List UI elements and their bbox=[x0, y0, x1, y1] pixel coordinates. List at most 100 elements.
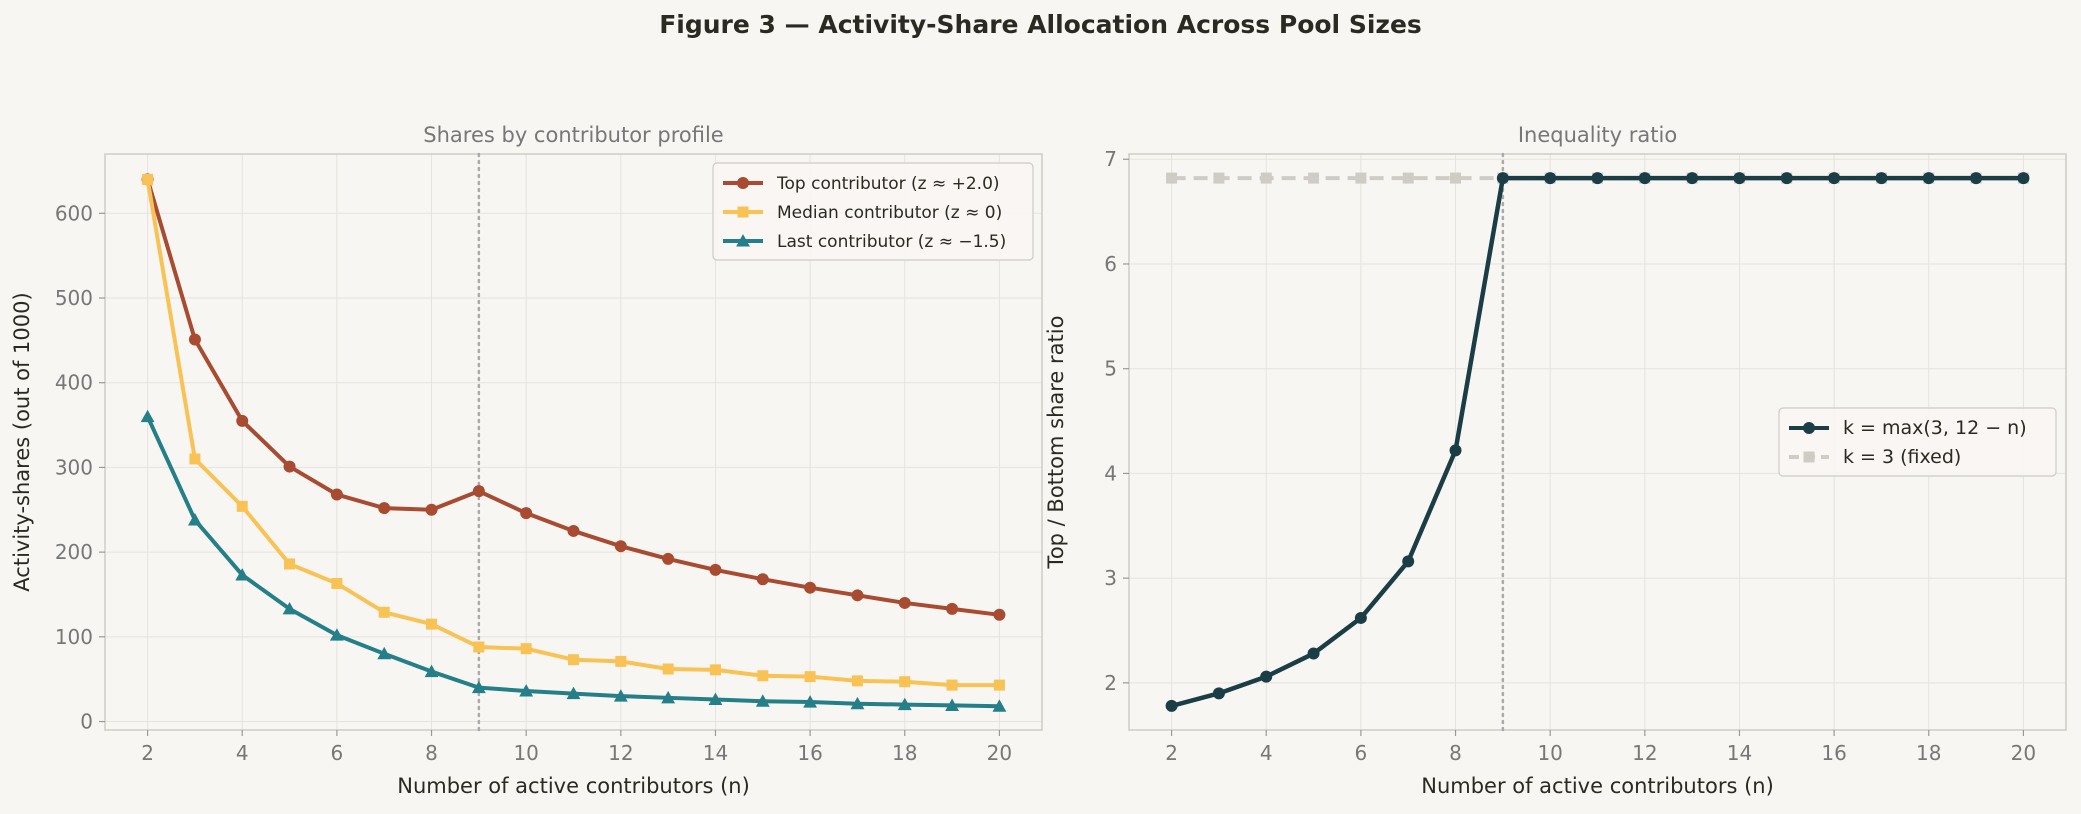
x-tick-label: 4 bbox=[236, 741, 249, 765]
data-point-2 bbox=[378, 606, 390, 618]
y-tick-label: 500 bbox=[55, 286, 93, 310]
data-point-3 bbox=[329, 628, 344, 641]
x-tick-label: 6 bbox=[331, 741, 344, 765]
y-tick-label: 0 bbox=[80, 710, 93, 734]
panel-title: Shares by contributor profile bbox=[423, 123, 723, 147]
data-point-2 bbox=[1450, 172, 1462, 184]
data-point-2 bbox=[851, 675, 863, 687]
data-point-1 bbox=[804, 581, 817, 594]
data-point-1 bbox=[1165, 699, 1178, 712]
data-point-2 bbox=[568, 654, 579, 666]
legend-swatch-marker bbox=[737, 177, 749, 189]
y-tick-label: 100 bbox=[55, 625, 93, 649]
data-point-1 bbox=[378, 502, 391, 515]
legend-label: Last contributor (z ≈ −1.5) bbox=[777, 232, 1006, 252]
data-point-3 bbox=[613, 689, 628, 702]
data-point-1 bbox=[1638, 172, 1651, 185]
data-point-1 bbox=[662, 552, 675, 565]
y-tick-label: 3 bbox=[1104, 566, 1117, 590]
x-tick-label: 20 bbox=[987, 741, 1012, 765]
x-tick-label: 14 bbox=[703, 741, 728, 765]
panel-title: Inequality ratio bbox=[1518, 123, 1677, 147]
y-tick-label: 600 bbox=[55, 201, 93, 225]
x-tick-label: 16 bbox=[1821, 741, 1846, 765]
y-tick-label: 5 bbox=[1104, 357, 1117, 381]
data-point-3 bbox=[661, 690, 676, 704]
data-point-2 bbox=[142, 173, 154, 185]
y-tick-label: 7 bbox=[1104, 147, 1117, 171]
series-2 bbox=[142, 173, 1005, 691]
y-tick-label: 4 bbox=[1104, 461, 1117, 485]
y-axis-label: Top / Bottom share ratio bbox=[1044, 316, 1068, 570]
series-1 bbox=[141, 173, 1006, 621]
legend-swatch-marker bbox=[737, 206, 749, 218]
legend-label: k = max(3, 12 − n) bbox=[1843, 417, 2027, 439]
data-point-3 bbox=[755, 694, 770, 707]
data-point-3 bbox=[519, 684, 534, 697]
data-point-3 bbox=[424, 664, 439, 678]
data-point-3 bbox=[235, 568, 250, 581]
data-point-1 bbox=[946, 602, 959, 615]
legend-box bbox=[1778, 407, 2057, 477]
y-tick-label: 300 bbox=[55, 455, 93, 479]
data-point-3 bbox=[188, 513, 202, 526]
data-point-2 bbox=[615, 655, 627, 667]
legend-label: k = 3 (fixed) bbox=[1843, 446, 1961, 468]
plot-frame bbox=[104, 153, 1043, 731]
data-point-1 bbox=[520, 507, 533, 520]
data-point-3 bbox=[377, 646, 392, 660]
data-point-1 bbox=[1449, 444, 1462, 457]
data-point-1 bbox=[188, 333, 201, 346]
plot-frame bbox=[1128, 153, 2067, 731]
data-point-2 bbox=[284, 558, 296, 570]
x-tick-label: 18 bbox=[1916, 741, 1941, 765]
x-tick-label: 6 bbox=[1355, 741, 1368, 765]
x-tick-label: 12 bbox=[608, 741, 633, 765]
data-point-1 bbox=[1354, 611, 1367, 624]
x-tick-label: 10 bbox=[1537, 741, 1562, 765]
data-point-2 bbox=[473, 641, 485, 653]
x-tick-label: 4 bbox=[1260, 741, 1273, 765]
legend-label: Top contributor (z ≈ +2.0) bbox=[776, 174, 1000, 194]
data-point-1 bbox=[2017, 172, 2030, 185]
data-point-3 bbox=[140, 409, 155, 423]
data-point-2 bbox=[426, 618, 438, 630]
data-point-1 bbox=[1922, 172, 1935, 185]
data-point-2 bbox=[757, 670, 769, 682]
data-point-2 bbox=[662, 663, 674, 675]
x-tick-label: 2 bbox=[141, 741, 154, 765]
series-3 bbox=[140, 409, 1007, 712]
x-tick-label: 14 bbox=[1727, 741, 1752, 765]
data-point-2 bbox=[899, 676, 911, 688]
x-axis-label: Number of active contributors (n) bbox=[1421, 774, 1774, 798]
data-point-2 bbox=[189, 453, 201, 465]
data-point-1 bbox=[1544, 172, 1557, 185]
legend-swatch-marker bbox=[1803, 451, 1815, 463]
data-point-1 bbox=[236, 414, 249, 427]
legend: Top contributor (z ≈ +2.0) Median contrib… bbox=[712, 162, 1034, 261]
data-point-2 bbox=[709, 664, 721, 676]
data-point-3 bbox=[897, 697, 912, 711]
y-tick-label: 400 bbox=[55, 371, 93, 395]
data-point-1 bbox=[1496, 172, 1509, 185]
data-point-1 bbox=[1970, 172, 1983, 185]
data-point-2 bbox=[1213, 172, 1225, 184]
panel-1: 2 4 6 8 10 12 14 16 18 200100200300400500600Share… bbox=[10, 123, 1043, 798]
data-point-3 bbox=[992, 699, 1007, 712]
data-point-1 bbox=[756, 573, 769, 586]
x-tick-label: 16 bbox=[797, 741, 822, 765]
data-point-1 bbox=[567, 524, 580, 537]
data-point-1 bbox=[851, 589, 864, 602]
data-point-3 bbox=[471, 680, 486, 694]
data-point-1 bbox=[1212, 687, 1225, 700]
data-point-2 bbox=[993, 679, 1005, 691]
data-point-1 bbox=[1875, 172, 1888, 185]
data-point-1 bbox=[283, 460, 296, 473]
y-axis-label: Activity-shares (out of 1000) bbox=[10, 292, 34, 591]
legend-swatch-marker bbox=[736, 234, 750, 247]
series-1 bbox=[1165, 172, 2030, 712]
data-point-1 bbox=[1733, 172, 1746, 185]
y-tick-label: 200 bbox=[55, 540, 93, 564]
